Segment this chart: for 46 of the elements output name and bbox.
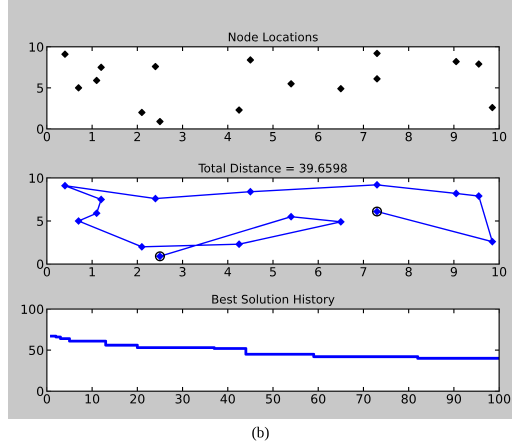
x-tick-label: 2 (134, 132, 140, 142)
x-tick-label: 7 (360, 132, 366, 142)
x-tick-label: 40 (220, 394, 235, 404)
chart-title: Total Distance = 39.6598 (198, 163, 347, 173)
y-tick-label: 100 (22, 304, 44, 314)
x-tick-label: 6 (315, 267, 322, 276)
x-tick-label: 6 (315, 132, 322, 142)
x-tick-label: 0 (44, 394, 50, 404)
x-tick-label: 10 (492, 132, 506, 142)
y-tick-label: 0 (36, 124, 44, 134)
x-tick-label: 9 (450, 267, 457, 276)
x-tick-label: 20 (130, 394, 144, 404)
y-tick-label: 10 (30, 173, 44, 183)
y-tick-label: 0 (36, 386, 44, 396)
x-tick-label: 1 (90, 132, 95, 142)
x-tick-label: 8 (406, 267, 412, 276)
chart-title: Node Locations (228, 32, 318, 42)
x-tick-label: 4 (224, 132, 232, 142)
chart-title: Best Solution History (212, 294, 335, 306)
y-tick-label: 5 (37, 216, 44, 226)
x-tick-label: 7 (360, 267, 366, 276)
x-tick-label: 10 (86, 394, 100, 404)
x-tick-label: 80 (402, 394, 416, 404)
x-tick-label: 60 (311, 394, 326, 404)
y-tick-label: 5 (37, 84, 44, 93)
x-tick-label: 9 (450, 132, 457, 142)
x-tick-label: 30 (176, 394, 190, 404)
x-tick-label: 100 (488, 394, 510, 404)
x-tick-label: 5 (270, 267, 276, 276)
x-tick-label: 50 (266, 394, 280, 404)
x-tick-label: 3 (180, 132, 186, 142)
x-tick-label: 0 (44, 267, 50, 276)
x-tick-label: 90 (446, 394, 462, 404)
y-tick-label: 0 (36, 260, 44, 269)
y-tick-label: 10 (30, 42, 44, 52)
x-tick-label: 2 (134, 267, 140, 276)
x-tick-label: 10 (492, 267, 506, 276)
y-tick-label: 50 (29, 346, 44, 356)
x-tick-label: 70 (356, 394, 371, 404)
x-tick-label: 1 (90, 267, 95, 276)
x-tick-label: 0 (44, 132, 50, 142)
x-tick-label: 8 (406, 132, 412, 142)
text: (b) (252, 426, 269, 441)
x-tick-label: 5 (270, 132, 276, 142)
x-tick-label: 4 (224, 267, 232, 276)
x-tick-label: 3 (180, 267, 186, 276)
